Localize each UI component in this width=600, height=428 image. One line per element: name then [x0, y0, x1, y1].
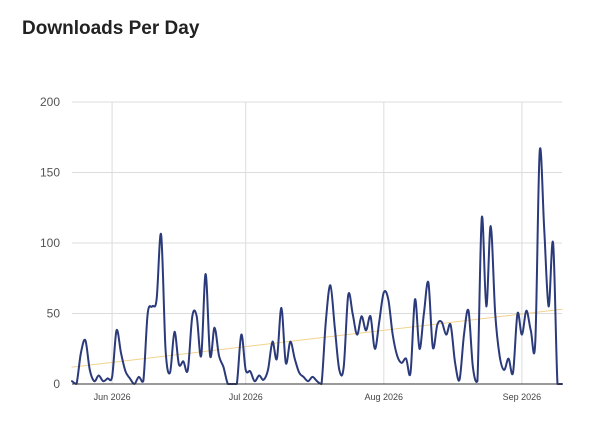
x-tick-label: Jul 2026 [229, 392, 263, 402]
y-tick-label: 200 [40, 95, 60, 109]
y-axis-ticks: 0 50 100 150 200 [40, 95, 60, 391]
chart-title: Downloads Per Day [22, 18, 200, 39]
x-tick-label: Aug 2026 [365, 392, 404, 402]
series-lines [71, 147, 563, 385]
series-line-downloads [71, 147, 563, 385]
y-tick-label: 150 [40, 166, 60, 180]
y-tick-label: 100 [40, 236, 60, 250]
y-tick-label: 0 [53, 377, 60, 391]
x-tick-label: Sep 2026 [503, 392, 542, 402]
x-axis-ticks: Jun 2026 Jul 2026 Aug 2026 Sep 2026 [94, 392, 542, 402]
series-line-trend [71, 308, 563, 368]
grid [72, 101, 562, 384]
y-tick-label: 50 [47, 307, 61, 321]
x-tick-label: Jun 2026 [94, 392, 131, 402]
